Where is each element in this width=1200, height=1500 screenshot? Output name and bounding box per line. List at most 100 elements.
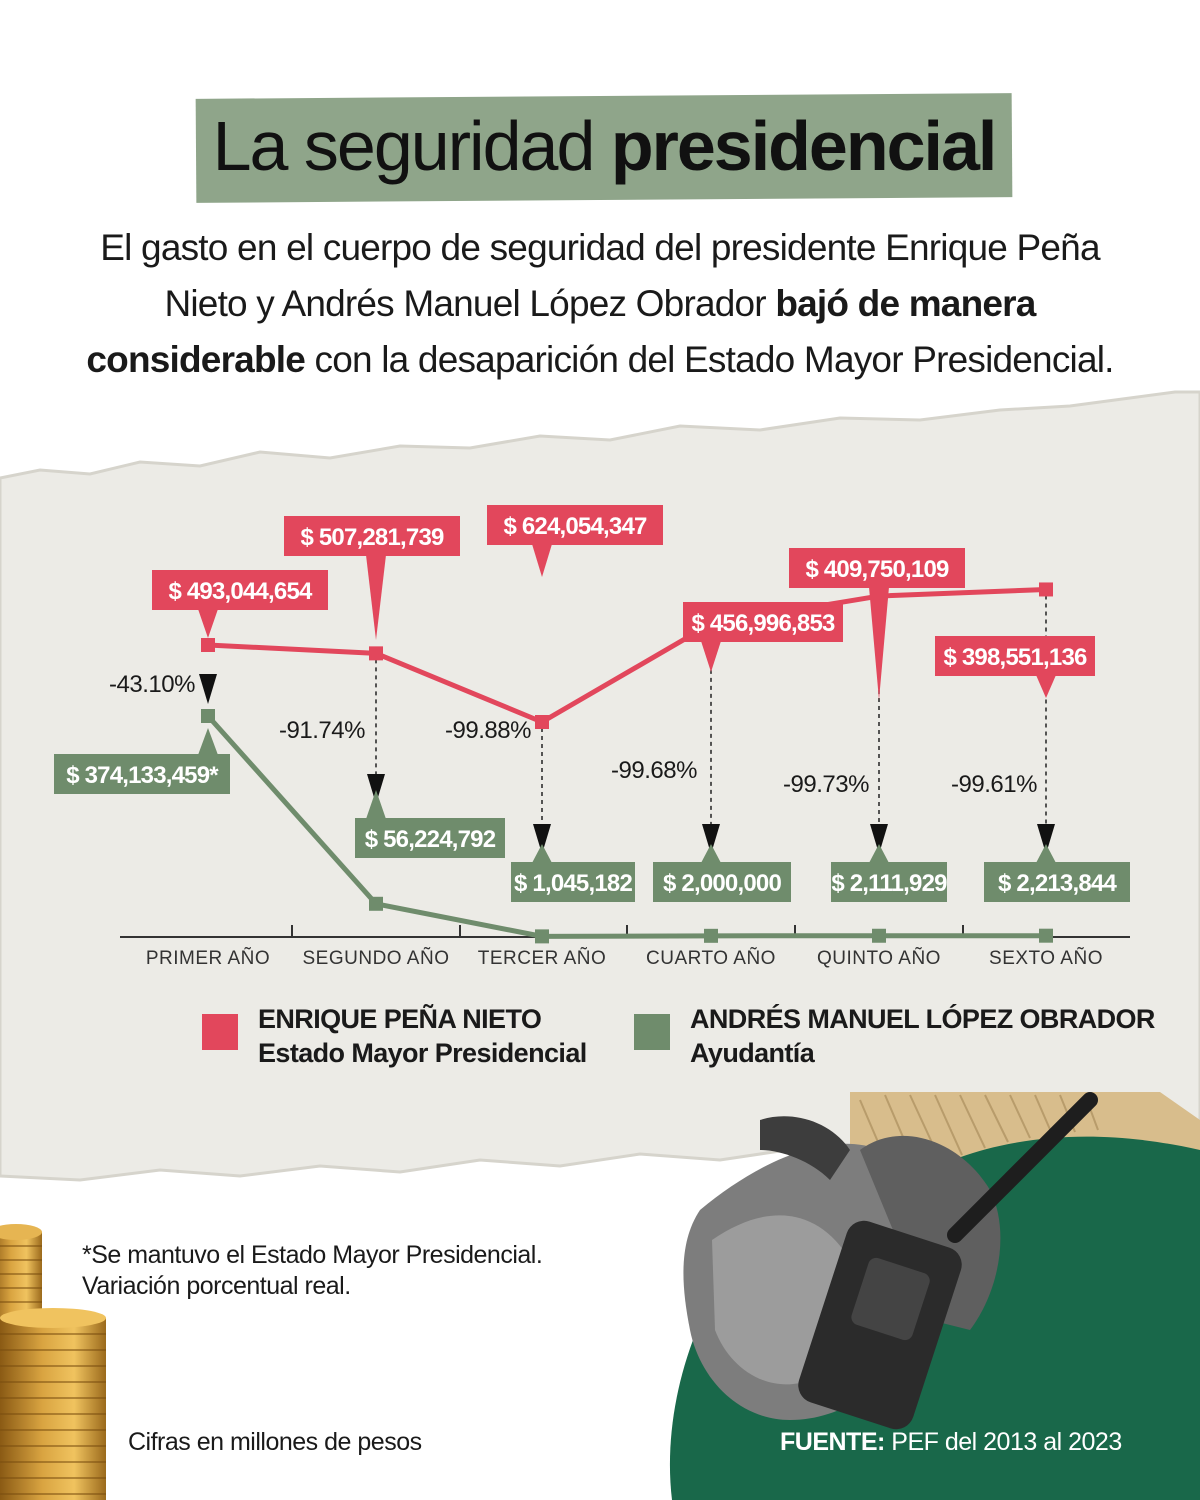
source-text: PEF del 2013 al 2023 — [891, 1428, 1122, 1456]
arrow-down-icon — [1037, 824, 1055, 854]
title-regular: La seguridad — [212, 107, 596, 185]
data-point-pena-nieto — [369, 646, 383, 661]
callout-lopez-obrador: $ 2,213,844 — [984, 844, 1130, 902]
callout-box — [54, 754, 230, 794]
callout-lopez-obrador: $ 374,133,459* — [54, 728, 230, 794]
data-label: $ 2,000,000 — [663, 870, 781, 897]
data-label: $ 409,750,109 — [805, 556, 949, 583]
hands-radio-photo — [683, 1092, 1098, 1430]
callout-pointer — [532, 544, 552, 577]
callout-pointer — [532, 844, 552, 863]
callout-pena-nieto: $ 398,551,136 — [935, 636, 1095, 698]
footnote-line2: Variación porcentual real. — [82, 1272, 351, 1300]
source-label: FUENTE: — [780, 1428, 885, 1456]
callout-pointer — [1036, 844, 1056, 863]
callout-pointer — [198, 728, 218, 755]
arrow-down-icon — [702, 824, 720, 854]
legend-lopez-obrador: ANDRÉS MANUEL LÓPEZ OBRADOR Ayudantía — [690, 1002, 1155, 1070]
footnote: *Se mantuvo el Estado Mayor Presidencial… — [82, 1240, 543, 1302]
callout-box — [355, 818, 505, 858]
callout-box — [831, 862, 947, 902]
legend-swatch-pena-nieto — [202, 1014, 238, 1050]
subtitle-part1: El gasto en el cuerpo de seguridad del p… — [100, 227, 1100, 324]
series-line-pena-nieto — [207, 586, 1047, 725]
variation-label: -99.88% — [445, 717, 531, 744]
arrow-down-icon — [533, 824, 551, 854]
data-point-pena-nieto — [535, 715, 549, 729]
callout-box — [683, 602, 843, 642]
subtitle-bold: bajó de manera considerable — [86, 283, 1036, 380]
x-tick-label: SEXTO AÑO — [989, 947, 1103, 969]
data-point-lopez-obrador — [1039, 928, 1053, 943]
callout-lopez-obrador: $ 2,111,929 — [831, 844, 948, 902]
callout-box — [789, 548, 965, 588]
callout-box — [984, 862, 1130, 902]
series-line-lopez-obrador — [206, 714, 1047, 939]
coin-edges — [0, 1245, 106, 1495]
callout-pena-nieto: $ 456,996,853 — [683, 602, 843, 672]
callout-pointer — [701, 844, 721, 863]
callout-pena-nieto: $ 507,281,739 — [284, 516, 460, 640]
arrow-down-icon — [870, 824, 888, 854]
subtitle-part2: con la desaparición del Estado Mayor Pre… — [314, 339, 1115, 380]
data-point-lopez-obrador — [872, 928, 886, 943]
callout-box — [511, 862, 635, 902]
connectors: -43.10% -91.74% -99.88% -99.68% -99.73% -99.6… — [109, 595, 1055, 854]
x-tick-label: CUARTO AÑO — [646, 947, 776, 969]
coin-stacks — [0, 1224, 106, 1500]
data-label: $ 493,044,654 — [168, 578, 313, 605]
data-label: $ 398,551,136 — [943, 644, 1087, 671]
legend-pena-nieto: ENRIQUE PEÑA NIETO Estado Mayor Presiden… — [258, 1002, 587, 1070]
data-label: $ 2,213,844 — [998, 870, 1117, 897]
variation-label: -99.73% — [783, 771, 869, 798]
callout-box — [487, 505, 663, 545]
data-point-pena-nieto — [1039, 582, 1053, 597]
page-title: La seguridad presidencial — [196, 104, 1012, 188]
callout-box — [284, 516, 460, 556]
legend-subname: Ayudantía — [690, 1038, 815, 1068]
data-point-lopez-obrador — [201, 709, 215, 723]
units-note: Cifras en millones de pesos — [128, 1428, 422, 1456]
subtitle: El gasto en el cuerpo de seguridad del p… — [60, 220, 1140, 388]
title-bold: presidencial — [610, 107, 998, 185]
callout-box — [152, 570, 328, 610]
variation-label: -99.61% — [951, 771, 1037, 798]
x-tick-label: PRIMER AÑO — [146, 947, 270, 969]
x-tick-label: QUINTO AÑO — [817, 947, 941, 969]
variation-label: -99.68% — [611, 757, 697, 784]
legend-name: ANDRÉS MANUEL LÓPEZ OBRADOR — [690, 1004, 1155, 1034]
data-point-lopez-obrador — [535, 929, 549, 944]
callout-pointer — [198, 609, 218, 638]
callout-pena-nieto: $ 493,044,654 — [152, 570, 328, 638]
arrow-down-icon — [367, 774, 385, 804]
arrow-down-icon — [199, 674, 217, 704]
callout-lopez-obrador: $ 1,045,182 — [511, 844, 635, 902]
variation-label: -91.74% — [279, 717, 365, 744]
legend-swatch-lopez-obrador — [634, 1014, 670, 1050]
x-tick-label: SEGUNDO AÑO — [303, 947, 450, 969]
callout-pena-nieto: $ 409,750,109 — [789, 548, 965, 700]
x-tick-label: TERCER AÑO — [478, 947, 607, 969]
data-point-lopez-obrador — [369, 896, 383, 911]
callout-pointer — [869, 844, 889, 863]
callout-pointer — [701, 641, 721, 672]
data-point-lopez-obrador — [704, 928, 718, 943]
data-label: $ 2,111,929 — [831, 870, 947, 897]
data-label: $ 374,133,459* — [66, 762, 219, 789]
variation-label: -43.10% — [109, 671, 195, 698]
callout-pointer — [869, 587, 889, 700]
callout-pena-nieto: $ 624,054,347 — [487, 505, 663, 577]
source: FUENTE: PEF del 2013 al 2023 — [780, 1428, 1122, 1457]
legend-subname: Estado Mayor Presidencial — [258, 1038, 587, 1068]
x-axis-ticks: PRIMER AÑO SEGUNDO AÑO TERCER AÑO CUARTO AÑ… — [146, 925, 1103, 969]
chart-marks: $ 493,044,654 $ 507,281,739 $ 624,054,347 $… — [54, 505, 1130, 944]
callout-box — [935, 636, 1095, 676]
data-label: $ 1,045,182 — [514, 870, 632, 897]
legend-name: ENRIQUE PEÑA NIETO — [258, 1004, 542, 1034]
callout-lopez-obrador: $ 2,000,000 — [653, 844, 791, 902]
data-label: $ 624,054,347 — [503, 513, 647, 540]
data-label: $ 507,281,739 — [300, 524, 444, 551]
data-label: $ 456,996,853 — [691, 610, 835, 637]
callout-pointer — [366, 790, 386, 819]
